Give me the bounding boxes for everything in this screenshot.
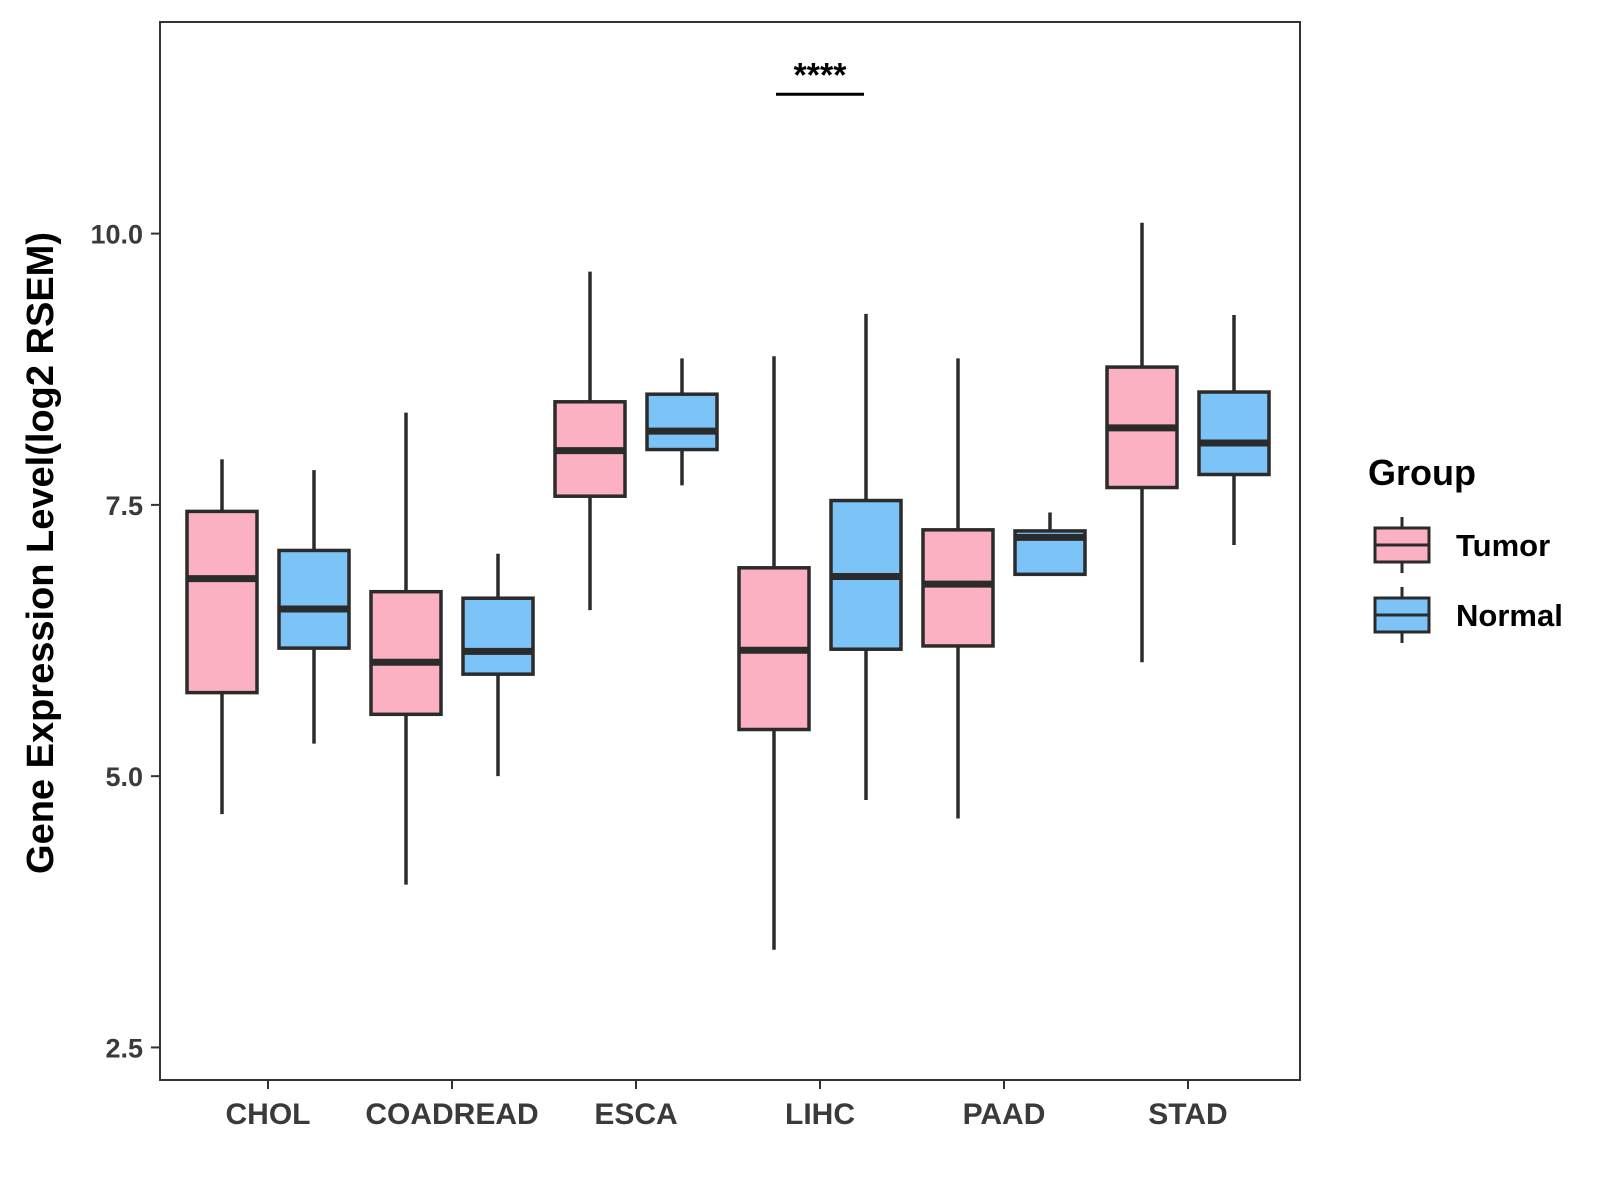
x-tick-label: ESCA [594, 1098, 677, 1131]
box-tumor-lihc [737, 356, 811, 950]
y-axis: 2.5 5.0 7.5 10.0 [90, 220, 160, 1063]
box-tumor-chol [185, 459, 259, 815]
box-tumor-stad [1105, 222, 1179, 663]
legend-label-normal: Normal [1456, 598, 1563, 633]
x-tick-label: STAD [1148, 1098, 1227, 1131]
box-tumor-coadread [369, 412, 443, 885]
y-tick-label: 5.0 [105, 762, 143, 792]
plot-panel-border [159, 21, 1301, 1081]
iqr-box [921, 528, 995, 648]
x-axis: CHOL COADREAD ESCA LIHC PAAD STAD [226, 1080, 1228, 1131]
iqr-box [645, 392, 719, 452]
y-axis-title: Gene Expression Level(log2 RSEM) [20, 232, 62, 874]
legend: Group Tumor Normal [1368, 452, 1563, 643]
x-tick-label: COADREAD [365, 1098, 538, 1131]
iqr-box [277, 548, 351, 650]
legend-key-normal [1373, 587, 1431, 643]
box-normal-esca [645, 358, 719, 486]
iqr-box [461, 596, 535, 676]
iqr-box [1197, 390, 1271, 477]
legend-key-tumor [1373, 517, 1431, 573]
y-tick-label: 10.0 [90, 220, 143, 250]
box-normal-lihc [829, 313, 903, 801]
y-tick-label: 7.5 [105, 491, 143, 521]
x-tick-label: LIHC [785, 1098, 855, 1131]
x-tick-label: CHOL [226, 1098, 311, 1131]
iqr-box [185, 509, 259, 695]
box-tumor-paad [921, 358, 995, 819]
significance-annotations: **** [776, 56, 864, 96]
box-normal-chol [277, 470, 351, 744]
legend-label-tumor: Tumor [1456, 528, 1550, 563]
significance-stars: **** [794, 56, 848, 94]
legend-title: Group [1368, 452, 1476, 493]
box-tumor-esca [553, 271, 627, 611]
box-normal-coadread [461, 553, 535, 777]
x-tick-label: PAAD [963, 1098, 1046, 1131]
y-tick-label: 2.5 [105, 1033, 143, 1063]
iqr-box [369, 589, 443, 717]
box-normal-paad [1013, 512, 1087, 577]
box-normal-stad [1197, 314, 1271, 546]
chart-marks [185, 222, 1271, 950]
